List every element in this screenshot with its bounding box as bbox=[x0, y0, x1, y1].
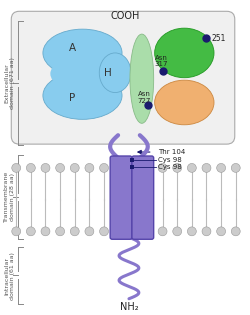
Circle shape bbox=[100, 163, 108, 172]
Circle shape bbox=[70, 227, 79, 236]
Text: Thr 104: Thr 104 bbox=[158, 149, 185, 155]
Text: Intracellular
domain (61 aa): Intracellular domain (61 aa) bbox=[4, 252, 15, 300]
Text: H: H bbox=[104, 68, 112, 78]
Text: 251: 251 bbox=[211, 34, 226, 43]
Ellipse shape bbox=[155, 28, 214, 78]
Circle shape bbox=[173, 227, 182, 236]
Circle shape bbox=[85, 163, 94, 172]
Circle shape bbox=[26, 227, 35, 236]
FancyBboxPatch shape bbox=[132, 156, 154, 239]
Circle shape bbox=[202, 227, 211, 236]
Text: Asn
727: Asn 727 bbox=[138, 91, 151, 104]
Ellipse shape bbox=[43, 72, 122, 119]
Circle shape bbox=[188, 163, 196, 172]
Circle shape bbox=[12, 227, 21, 236]
Text: Asn
317: Asn 317 bbox=[155, 54, 168, 67]
Circle shape bbox=[231, 163, 240, 172]
FancyBboxPatch shape bbox=[110, 156, 132, 239]
Text: Cys 98: Cys 98 bbox=[158, 157, 182, 163]
Circle shape bbox=[188, 227, 196, 236]
FancyBboxPatch shape bbox=[11, 11, 235, 144]
Text: P: P bbox=[70, 93, 76, 103]
Bar bbox=[130, 165, 134, 169]
Circle shape bbox=[26, 163, 35, 172]
Circle shape bbox=[217, 227, 226, 236]
Text: Cys 98: Cys 98 bbox=[158, 164, 182, 170]
Circle shape bbox=[56, 227, 64, 236]
Ellipse shape bbox=[155, 80, 214, 125]
Circle shape bbox=[173, 163, 182, 172]
Text: Extracellular
domain (671 aa): Extracellular domain (671 aa) bbox=[4, 57, 15, 109]
Circle shape bbox=[41, 163, 50, 172]
Text: COOH: COOH bbox=[110, 11, 140, 21]
Circle shape bbox=[41, 227, 50, 236]
Circle shape bbox=[70, 163, 79, 172]
Circle shape bbox=[231, 227, 240, 236]
Ellipse shape bbox=[50, 56, 114, 91]
Circle shape bbox=[100, 227, 108, 236]
Circle shape bbox=[217, 163, 226, 172]
Ellipse shape bbox=[43, 29, 122, 77]
Ellipse shape bbox=[99, 53, 131, 93]
Text: A: A bbox=[69, 43, 76, 53]
Circle shape bbox=[202, 163, 211, 172]
Circle shape bbox=[12, 163, 21, 172]
Text: NH₂: NH₂ bbox=[120, 302, 138, 312]
Circle shape bbox=[158, 227, 167, 236]
Circle shape bbox=[85, 227, 94, 236]
Text: Transmembrane
domain (28 aa): Transmembrane domain (28 aa) bbox=[4, 171, 15, 222]
Ellipse shape bbox=[130, 34, 154, 123]
Circle shape bbox=[158, 163, 167, 172]
Bar bbox=[130, 158, 134, 162]
Circle shape bbox=[56, 163, 64, 172]
